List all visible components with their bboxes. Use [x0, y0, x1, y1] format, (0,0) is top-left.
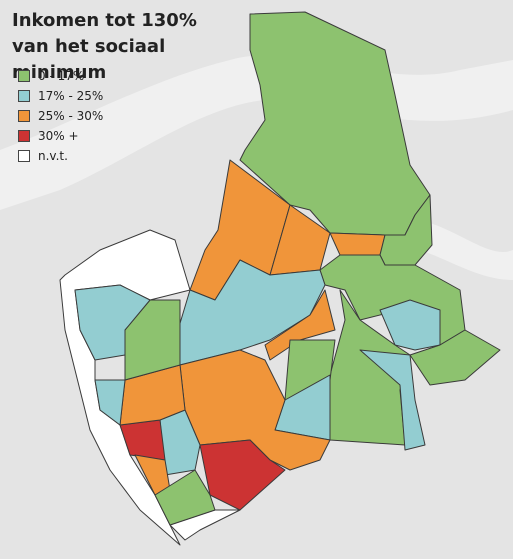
- legend-swatch: [18, 110, 30, 122]
- legend-label: n.v.t.: [38, 149, 68, 163]
- districts: [59, 11, 501, 546]
- legend-swatch: [18, 130, 30, 142]
- legend-swatch: [18, 90, 30, 102]
- legend-item: 25% - 30%: [18, 106, 103, 126]
- district: [264, 289, 336, 361]
- legend: 0 - 17% 17% - 25% 25% - 30% 30% + n.v.t.: [18, 66, 103, 166]
- legend-swatch: [18, 70, 30, 82]
- legend-item: n.v.t.: [18, 146, 103, 166]
- map-title: Inkomen tot 130% van het sociaal minimum: [12, 10, 197, 83]
- legend-item: 0 - 17%: [18, 66, 103, 86]
- district: [359, 349, 426, 451]
- legend-swatch: [18, 150, 30, 162]
- district: [74, 284, 151, 361]
- legend-label: 17% - 25%: [38, 89, 104, 103]
- district: [94, 379, 126, 426]
- district: [174, 259, 326, 366]
- legend-item: 30% +: [18, 126, 103, 146]
- legend-label: 0 - 17%: [38, 69, 85, 83]
- district: [154, 469, 216, 526]
- legend-label: 30% +: [38, 129, 79, 143]
- legend-label: 25% - 30%: [38, 109, 104, 123]
- district: [329, 232, 386, 256]
- legend-item: 17% - 25%: [18, 86, 103, 106]
